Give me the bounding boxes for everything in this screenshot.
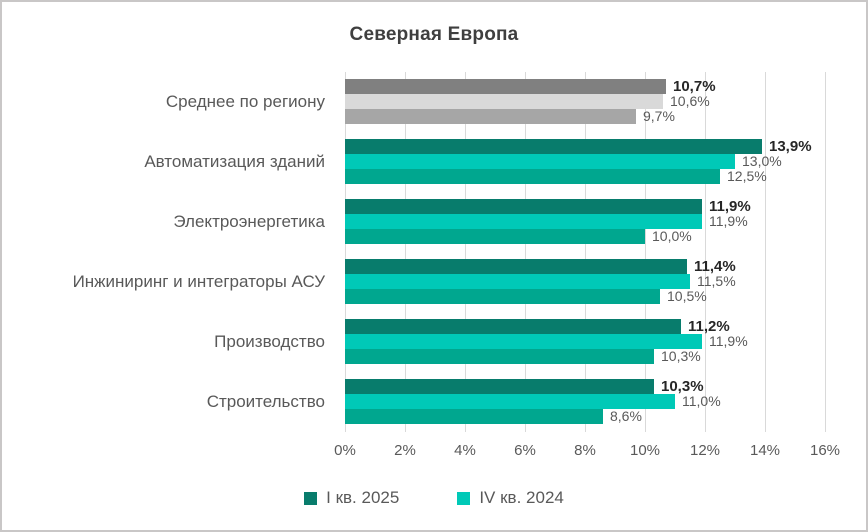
bar [345,109,636,124]
x-axis-tick-label: 2% [394,442,416,459]
bar-value-label: 13,9% [769,138,812,155]
bar-group: 10,3% 11,0% 8,6% [345,372,825,432]
bar [345,169,720,184]
gridline [645,72,646,432]
bar [345,154,735,169]
x-axis-tick-label: 0% [334,442,356,459]
bar [345,229,645,244]
gridline [825,72,826,432]
legend: I кв. 2025 IV кв. 2024 [2,488,866,508]
bar [345,334,702,349]
legend-item: IV кв. 2024 [457,488,564,508]
x-axis-tick-label: 10% [629,442,661,459]
legend-label: IV кв. 2024 [479,488,564,507]
bar [345,394,675,409]
legend-label: I кв. 2025 [326,488,400,507]
bar [345,379,654,394]
gridline [345,72,346,432]
gridline [465,72,466,432]
bar-value-label: 11,5% [697,273,736,289]
bar [345,94,663,109]
x-axis-tick-label: 16% [809,442,841,459]
bar-value-label: 8,6% [610,408,642,424]
x-axis: 0% 2% 4% 6% 8% 10% 12% 14% 16% [334,442,840,462]
bar-value-label: 10,3% [661,348,701,364]
bar [345,319,681,334]
bar-value-label: 11,9% [709,213,748,229]
gridline [525,72,526,432]
gridline [765,72,766,432]
bar-value-label: 11,2% [688,318,730,335]
bar-group: 11,9% 11,9% 10,0% [345,192,825,252]
bar [345,214,702,229]
category-label: Электроэнергетика [173,212,325,231]
x-axis-tick-label: 8% [574,442,596,459]
bar [345,409,603,424]
bar-group: 10,7% 10,6% 9,7% [345,72,825,132]
bar-value-label: 11,0% [682,393,721,409]
gridline [405,72,406,432]
legend-item: I кв. 2025 [304,488,399,508]
x-axis-tick-label: 14% [749,442,781,459]
legend-swatch [304,491,318,505]
bar [345,349,654,364]
plot-area: 10,7% 10,6% 9,7% 13,9% 13,0% 12,5% 11,9% 11,9% 1… [345,72,826,432]
category-label: Автоматизация зданий [144,152,325,171]
bar-group: 11,2% 11,9% 10,3% [345,312,825,372]
bar-value-label: 11,4% [694,258,736,275]
x-axis-tick-label: 12% [689,442,721,459]
bar [345,199,702,214]
bar [345,274,690,289]
bar-value-label: 12,5% [727,168,767,184]
bar-value-label: 13,0% [742,153,782,169]
category-label: Инжиниринг и интеграторы АСУ [72,272,325,291]
chart-title: Северная Европа [349,24,519,45]
category-label: Производство [214,332,325,351]
x-axis-tick-label: 4% [454,442,476,459]
bar [345,289,660,304]
category-label: Среднее по региону [165,92,325,111]
bar [345,139,762,154]
gridline [705,72,706,432]
bar-value-label: 11,9% [709,333,748,349]
bar-value-label: 10,6% [670,93,710,109]
bar-value-label: 10,3% [661,378,704,395]
bar-value-label: 11,9% [709,198,751,215]
category-axis: Среднее по региону Автоматизация зданий Эл… [2,72,335,432]
bar-group: 11,4% 11,5% 10,5% [345,252,825,312]
bar-value-label: 10,7% [673,78,716,95]
bar [345,259,687,274]
gridline [585,72,586,432]
bar [345,79,666,94]
bar-value-label: 10,5% [667,288,707,304]
x-axis-tick-label: 6% [514,442,536,459]
bar-value-label: 10,0% [652,228,692,244]
bar-value-label: 9,7% [643,108,675,124]
category-label: Строительство [206,392,325,411]
legend-swatch [457,491,471,505]
bar-group: 13,9% 13,0% 12,5% [345,132,825,192]
